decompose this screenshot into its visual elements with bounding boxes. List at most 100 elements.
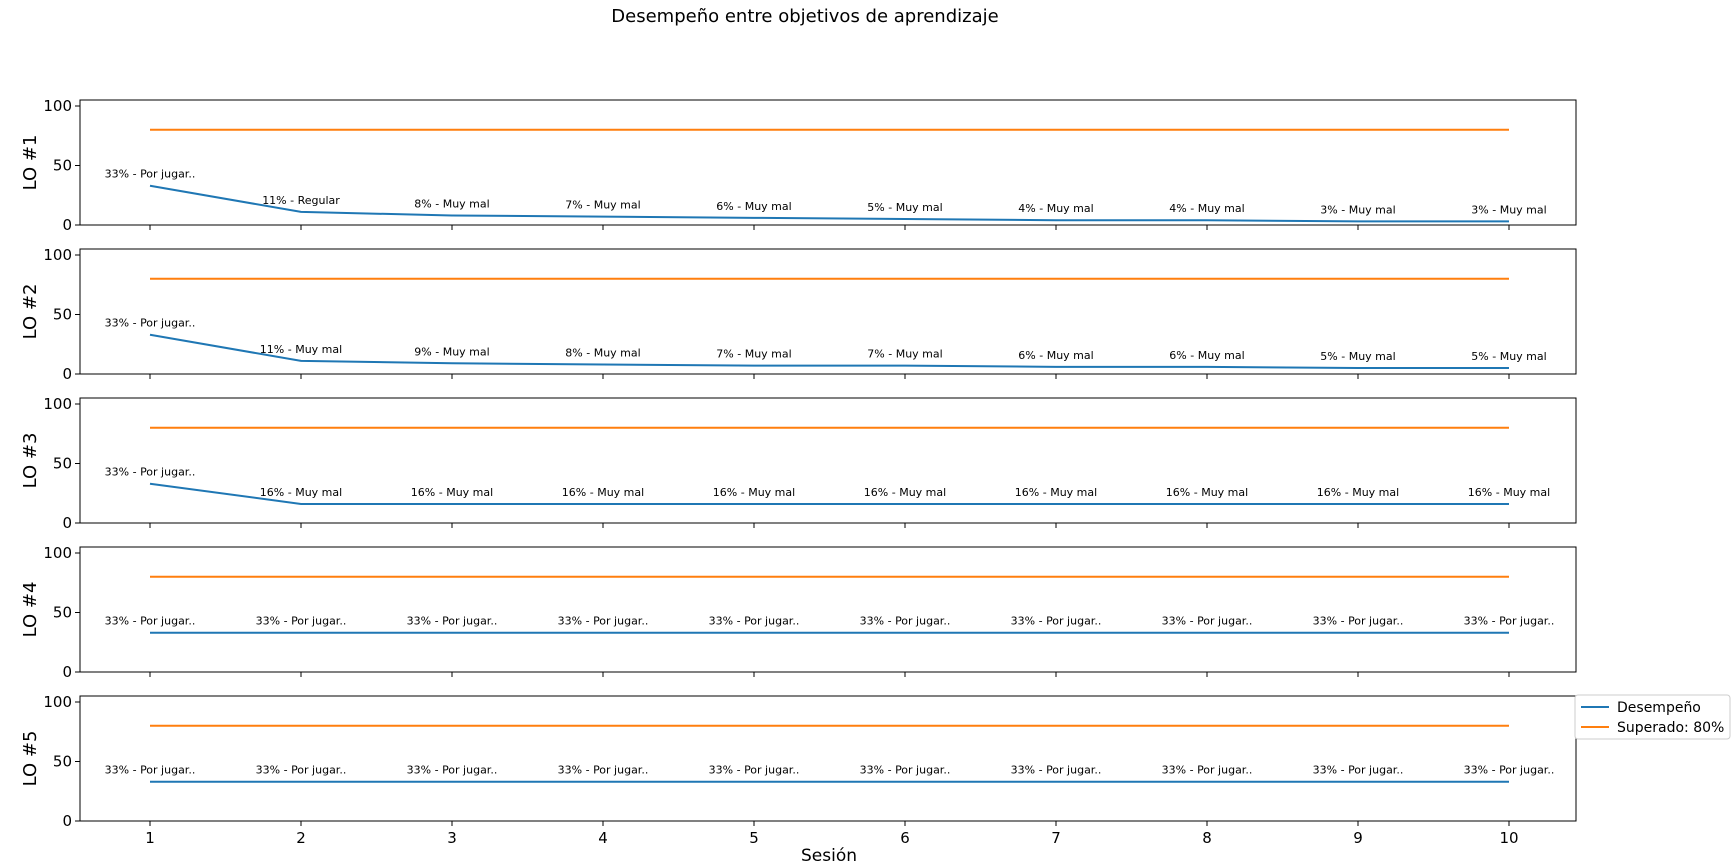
- axes-frame: [79, 546, 1577, 673]
- data-label: 33% - Por jugar..: [709, 764, 800, 777]
- data-label: 11% - Muy mal: [260, 343, 342, 356]
- y-tick-label: 100: [43, 395, 72, 413]
- data-label: 16% - Muy mal: [1166, 486, 1248, 499]
- data-label: 33% - Por jugar..: [1011, 764, 1102, 777]
- data-label: 4% - Muy mal: [1169, 202, 1244, 215]
- data-label: 5% - Muy mal: [867, 201, 942, 214]
- x-tick-label: 9: [1353, 829, 1363, 847]
- y-axis-label: LO #2: [20, 284, 41, 340]
- data-label: 33% - Por jugar..: [1464, 764, 1555, 777]
- y-tick-label: 100: [43, 693, 72, 711]
- y-tick-label: 0: [62, 812, 72, 830]
- data-label: 33% - Por jugar..: [105, 615, 196, 628]
- data-label: 5% - Muy mal: [1471, 350, 1546, 363]
- data-label: 6% - Muy mal: [1018, 349, 1093, 362]
- series-line-desempeno: [149, 333, 1509, 370]
- data-label: 4% - Muy mal: [1018, 202, 1093, 215]
- y-axis-label: LO #5: [20, 731, 41, 787]
- data-label: 16% - Muy mal: [562, 486, 644, 499]
- data-label: 11% - Regular: [262, 194, 340, 207]
- y-tick-label: 0: [62, 365, 72, 383]
- axes-frame: [79, 397, 1577, 524]
- x-tick-label: 8: [1202, 829, 1212, 847]
- x-axis-label: Sesión: [801, 846, 857, 866]
- x-tick-label: 10: [1499, 829, 1518, 847]
- data-label: 7% - Muy mal: [716, 348, 791, 361]
- data-label: 8% - Muy mal: [565, 346, 640, 359]
- axes-frame: [79, 99, 1577, 226]
- y-tick-label: 0: [62, 216, 72, 234]
- legend-box: [1574, 694, 1731, 740]
- subplot-2: 0 50 100 LO #2 33% - Por jugar.. 11% - Muy ma…: [20, 246, 1577, 383]
- y-tick-label: 100: [43, 246, 72, 264]
- data-label: 16% - Muy mal: [864, 486, 946, 499]
- y-axis-label: LO #3: [20, 433, 41, 489]
- y-axis-label: LO #1: [20, 135, 41, 191]
- data-label: 33% - Por jugar..: [558, 615, 649, 628]
- data-label: 5% - Muy mal: [1320, 350, 1395, 363]
- data-label: 9% - Muy mal: [414, 345, 489, 358]
- data-label: 33% - Por jugar..: [105, 168, 196, 181]
- data-label: 33% - Por jugar..: [105, 317, 196, 330]
- y-tick-label: 100: [43, 544, 72, 562]
- subplot-1: 0 50 100 LO #1 33% - Por jugar.. 11% - Regula…: [20, 97, 1577, 234]
- axes-frame: [79, 248, 1577, 375]
- data-label: 7% - Muy mal: [867, 348, 942, 361]
- data-label: 33% - Por jugar..: [1313, 764, 1404, 777]
- y-tick-label: 50: [53, 455, 72, 473]
- y-tick-label: 0: [62, 663, 72, 681]
- x-tick-label: 7: [1051, 829, 1061, 847]
- data-label: 33% - Por jugar..: [709, 615, 800, 628]
- y-tick-label: 50: [53, 157, 72, 175]
- data-label: 16% - Muy mal: [1468, 486, 1550, 499]
- data-label: 3% - Muy mal: [1320, 203, 1395, 216]
- data-label: 33% - Por jugar..: [1011, 615, 1102, 628]
- subplot-4: 0 50 100 LO #4 33% - Por jugar.. 33% - Por ju…: [20, 544, 1577, 681]
- data-label: 33% - Por jugar..: [1464, 615, 1555, 628]
- data-label: 33% - Por jugar..: [105, 764, 196, 777]
- data-label: 16% - Muy mal: [713, 486, 795, 499]
- axes-frame: [79, 695, 1577, 822]
- x-tick-label: 6: [900, 829, 910, 847]
- y-tick-label: 50: [53, 306, 72, 324]
- x-tick-label: 4: [598, 829, 608, 847]
- data-label: 33% - Por jugar..: [860, 764, 951, 777]
- y-tick-label: 100: [43, 97, 72, 115]
- data-label: 8% - Muy mal: [414, 197, 489, 210]
- data-label: 16% - Muy mal: [1015, 486, 1097, 499]
- subplot-5: 0 50 100 LO #5 33% - Por jugar.. 33% - Por ju…: [20, 693, 1577, 830]
- data-label: 33% - Por jugar..: [256, 764, 347, 777]
- data-label: 16% - Muy mal: [1317, 486, 1399, 499]
- legend-entry-label: Desempeño: [1617, 700, 1701, 716]
- data-label: 3% - Muy mal: [1471, 203, 1546, 216]
- y-tick-label: 50: [53, 604, 72, 622]
- data-label: 33% - Por jugar..: [558, 764, 649, 777]
- y-tick-label: 50: [53, 753, 72, 771]
- data-label: 33% - Por jugar..: [256, 615, 347, 628]
- data-label: 33% - Por jugar..: [407, 615, 498, 628]
- y-axis-label: LO #4: [20, 582, 41, 638]
- legend: Desempeño Superado: 80%: [1574, 694, 1731, 740]
- subplot-3: 0 50 100 LO #3 33% - Por jugar.. 16% - Muy ma…: [20, 395, 1577, 532]
- series-line-desempeno: [149, 482, 1509, 505]
- data-label: 7% - Muy mal: [565, 199, 640, 212]
- data-label: 33% - Por jugar..: [860, 615, 951, 628]
- y-tick-label: 0: [62, 514, 72, 532]
- data-label: 33% - Por jugar..: [105, 466, 196, 479]
- data-label: 33% - Por jugar..: [1313, 615, 1404, 628]
- data-label: 16% - Muy mal: [260, 486, 342, 499]
- data-label: 6% - Muy mal: [1169, 349, 1244, 362]
- data-label: 33% - Por jugar..: [1162, 764, 1253, 777]
- chart-title: Desempeño entre objetivos de aprendizaje: [611, 6, 998, 27]
- x-tick-label: 3: [447, 829, 457, 847]
- data-label: 6% - Muy mal: [716, 200, 791, 213]
- series-line-desempeno: [149, 184, 1509, 223]
- data-label: 33% - Por jugar..: [1162, 615, 1253, 628]
- data-label: 33% - Por jugar..: [407, 764, 498, 777]
- x-tick-label: 1: [145, 829, 155, 847]
- data-label: 16% - Muy mal: [411, 486, 493, 499]
- legend-entry-label: Superado: 80%: [1617, 720, 1724, 736]
- x-tick-label: 5: [749, 829, 759, 847]
